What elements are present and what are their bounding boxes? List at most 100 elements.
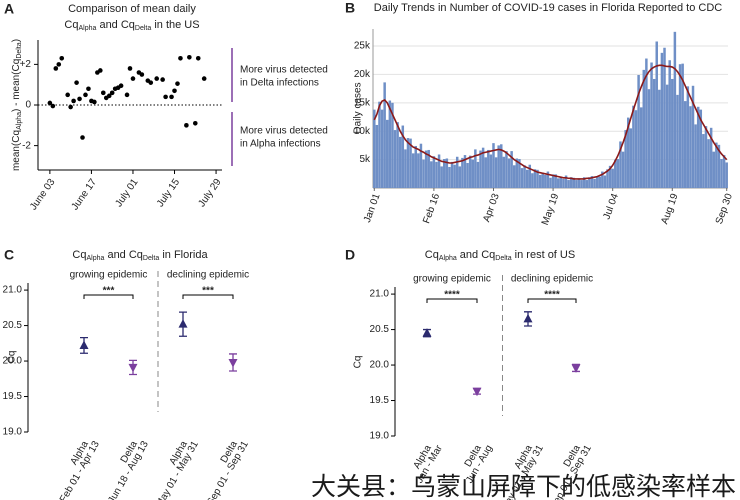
bar <box>419 143 423 188</box>
bar <box>645 58 648 189</box>
bar <box>430 161 433 188</box>
bar <box>378 101 381 188</box>
bar <box>380 109 384 188</box>
bar <box>717 144 721 188</box>
panel-letter: C <box>4 247 14 263</box>
bar <box>601 171 604 188</box>
bar <box>463 155 467 188</box>
group-label: growing epidemic <box>413 274 491 285</box>
y-axis-label: Daily cases <box>353 82 364 133</box>
point <box>106 93 112 99</box>
bar <box>650 62 653 188</box>
bar <box>484 157 487 188</box>
bar <box>391 102 394 188</box>
bar <box>588 177 591 188</box>
bar <box>393 130 397 188</box>
bar <box>621 151 625 188</box>
y-tick-label: 19.0 <box>370 431 390 442</box>
bar <box>626 117 630 188</box>
y-tick-label: 5k <box>359 154 371 165</box>
chart-title: CqAlpha and CqDelta in rest of US <box>425 249 575 262</box>
bar <box>406 138 410 188</box>
point <box>154 76 160 81</box>
bar <box>569 177 573 188</box>
title-part: in rest of US <box>512 249 576 261</box>
bar <box>575 180 578 188</box>
group-label: declining epidemic <box>511 274 593 285</box>
significance-bracket <box>426 298 478 303</box>
bar <box>557 178 560 188</box>
point <box>68 104 73 110</box>
bar <box>696 106 700 188</box>
y-tick-label: 19.5 <box>370 395 390 406</box>
bar <box>528 164 532 188</box>
bar <box>704 126 708 188</box>
y-tick-label: 20.5 <box>370 324 390 335</box>
bar <box>559 176 563 188</box>
point <box>139 72 145 77</box>
bar <box>577 178 581 188</box>
bar <box>455 156 459 188</box>
title-part: Cq <box>64 19 78 31</box>
group-label: declining epidemic <box>167 270 249 281</box>
title-part: Cq <box>72 249 86 261</box>
panel-letter: A <box>4 1 14 17</box>
bar <box>614 159 617 188</box>
significance-label: *** <box>103 286 115 297</box>
bar <box>585 180 589 188</box>
point <box>56 62 62 67</box>
bar <box>383 82 386 188</box>
bar <box>632 105 635 188</box>
bar <box>616 159 620 188</box>
y-tick-label: 20.5 <box>3 320 23 331</box>
bar <box>564 175 568 188</box>
y-axis-label: Cq <box>353 356 364 369</box>
label-part: ) <box>11 39 22 42</box>
bar <box>453 164 456 188</box>
point <box>80 135 85 140</box>
y-tick-label: 10k <box>354 126 371 137</box>
bar <box>466 163 469 188</box>
bar <box>676 94 679 188</box>
point <box>124 92 130 98</box>
bar <box>546 171 550 188</box>
bar <box>450 161 454 188</box>
point <box>109 90 115 96</box>
point <box>187 54 192 60</box>
bar <box>525 169 529 188</box>
bar <box>398 136 402 188</box>
y-axis-label: Cq <box>7 351 18 364</box>
bar <box>445 158 449 188</box>
point <box>178 319 188 328</box>
significance-label: **** <box>444 290 460 301</box>
bar <box>598 176 601 188</box>
bar <box>551 174 555 188</box>
bar <box>512 165 516 188</box>
annotation: in Delta infections <box>240 78 319 89</box>
bar <box>712 151 715 188</box>
y-tick-label: -2 <box>22 140 31 151</box>
y-tick-label: 20.0 <box>3 356 23 367</box>
bar <box>409 138 412 188</box>
y-tick-label: +2 <box>20 59 32 70</box>
bar <box>608 165 612 188</box>
title-part: and Cq <box>104 249 143 261</box>
bar <box>476 161 480 188</box>
bar <box>593 178 596 188</box>
bar <box>707 139 710 188</box>
trend-line <box>373 64 728 180</box>
chart-title: Daily Trends in Number of COVID-19 cases… <box>374 2 723 14</box>
point <box>98 68 103 73</box>
bar <box>533 169 537 188</box>
chart-title: CqAlpha and CqDelta in the US <box>64 19 199 32</box>
title-part: and Cq <box>96 19 135 31</box>
annotation: More virus detected <box>240 65 328 76</box>
bar <box>523 165 526 188</box>
bar <box>458 166 462 188</box>
point <box>172 88 177 94</box>
label-subscript: Delta <box>16 42 23 58</box>
bar <box>582 177 586 188</box>
point <box>523 313 533 323</box>
bar <box>671 78 674 188</box>
